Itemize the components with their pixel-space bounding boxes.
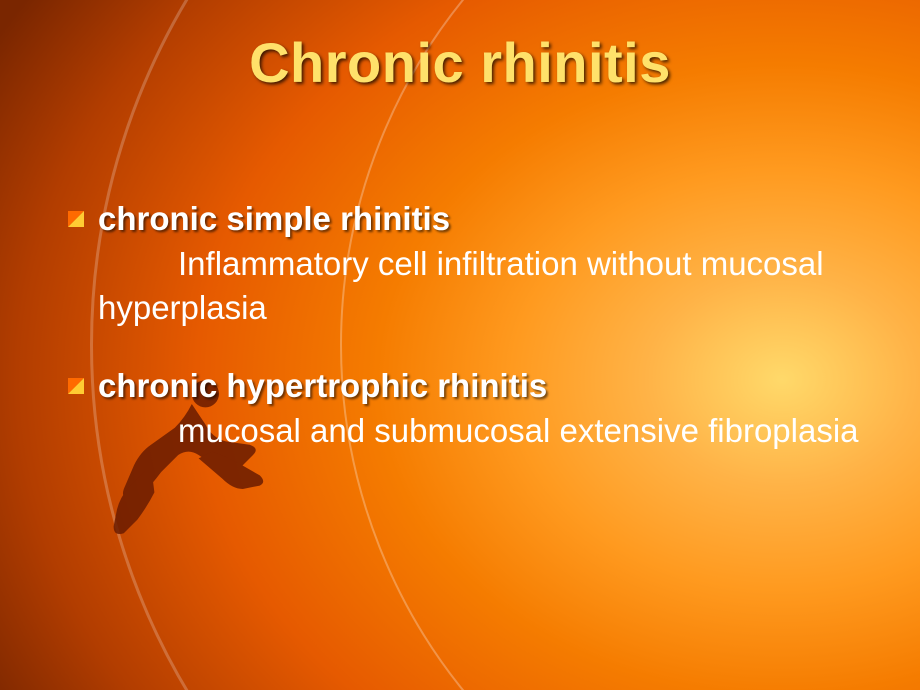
bullet-icon bbox=[68, 211, 84, 227]
item-description: mucosal and submucosal extensive fibropl… bbox=[68, 409, 880, 453]
list-item: chronic hypertrophic rhinitis mucosal an… bbox=[68, 367, 880, 453]
item-description: Inflammatory cell infiltration without m… bbox=[68, 242, 880, 329]
item-heading: chronic hypertrophic rhinitis bbox=[98, 367, 547, 405]
slide-body: chronic simple rhinitis Inflammatory cel… bbox=[68, 200, 880, 491]
slide-title: Chronic rhinitis bbox=[0, 30, 920, 95]
list-item: chronic simple rhinitis Inflammatory cel… bbox=[68, 200, 880, 329]
item-heading: chronic simple rhinitis bbox=[98, 200, 450, 238]
bullet-icon bbox=[68, 378, 84, 394]
